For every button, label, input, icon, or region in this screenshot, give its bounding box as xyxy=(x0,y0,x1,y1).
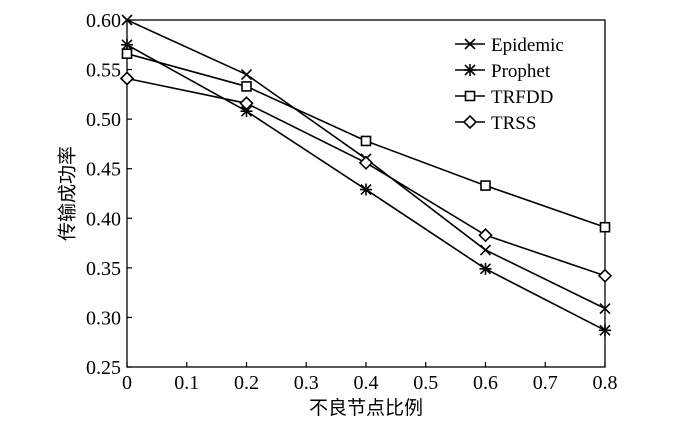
data-point-prophet xyxy=(360,183,372,196)
legend-item-prophet: Prophet xyxy=(455,61,551,82)
x-tick-label: 0.8 xyxy=(593,372,618,394)
data-point-trss xyxy=(358,155,374,170)
x-tick-label: 0 xyxy=(122,372,132,394)
y-tick-label: 0.35 xyxy=(86,258,121,280)
data-point-trfdd xyxy=(241,81,252,92)
legend-marker-prophet xyxy=(464,64,476,76)
data-point-trfdd xyxy=(599,221,611,233)
legend-label-prophet: Prophet xyxy=(491,61,551,82)
legend-label-epidemic: Epidemic xyxy=(491,35,564,56)
series-trss xyxy=(119,71,613,283)
x-tick-label: 0.7 xyxy=(533,372,558,394)
y-tick-label: 0.60 xyxy=(86,10,121,32)
x-tick-label: 0.6 xyxy=(473,372,498,394)
series-group xyxy=(119,14,613,337)
data-point-trss xyxy=(478,228,493,243)
y-tick-label: 0.30 xyxy=(86,307,121,329)
y-tick-label: 0.50 xyxy=(86,109,121,131)
data-point-trss xyxy=(119,71,135,86)
data-point-prophet xyxy=(599,324,611,337)
legend-label-trss: TRSS xyxy=(491,113,536,134)
axes: 0 0.1 0.2 0.3 0.4 0.5 0.6 0.7 0.8 0.25 0.30 0.35 0.4… xyxy=(86,10,618,394)
data-point-epidemic xyxy=(240,68,253,81)
legend-item-trfdd: TRFDD xyxy=(455,87,553,108)
x-axis-title: 不良节点比例 xyxy=(309,397,423,419)
data-point-trfdd xyxy=(480,180,491,191)
data-point-trfdd xyxy=(360,135,372,147)
x-tick-label: 0.2 xyxy=(234,372,259,394)
y-tick-label: 0.55 xyxy=(86,60,121,82)
y-axis-title: 传输成功率 xyxy=(57,146,79,241)
x-tick-label: 0.5 xyxy=(413,372,438,394)
data-point-trfdd xyxy=(121,48,133,60)
data-point-epidemic xyxy=(479,244,492,256)
legend-marker-trfdd xyxy=(464,90,476,102)
data-point-trss xyxy=(597,268,613,283)
data-point-prophet xyxy=(479,262,492,275)
legend: Epidemic Prophet TRFDD TRSS xyxy=(455,35,564,134)
y-tick-label: 0.25 xyxy=(86,357,121,379)
legend-label-trfdd: TRFDD xyxy=(491,87,553,108)
series-line-trss xyxy=(126,77,606,277)
x-tick-label: 0.4 xyxy=(354,372,379,394)
x-tick-label: 0.1 xyxy=(174,372,199,394)
data-point-epidemic xyxy=(121,14,133,26)
legend-item-epidemic: Epidemic xyxy=(455,35,564,56)
y-tick-label: 0.40 xyxy=(86,208,121,230)
legend-marker-epidemic xyxy=(464,38,476,50)
series-prophet xyxy=(121,38,611,337)
y-tick-label: 0.45 xyxy=(86,159,121,181)
data-point-trss xyxy=(239,96,254,111)
series-trfdd xyxy=(121,48,611,233)
data-point-epidemic xyxy=(599,302,611,315)
legend-item-trss: TRSS xyxy=(455,113,536,134)
legend-marker-trss xyxy=(462,114,478,130)
x-tick-label: 0.3 xyxy=(294,372,319,394)
